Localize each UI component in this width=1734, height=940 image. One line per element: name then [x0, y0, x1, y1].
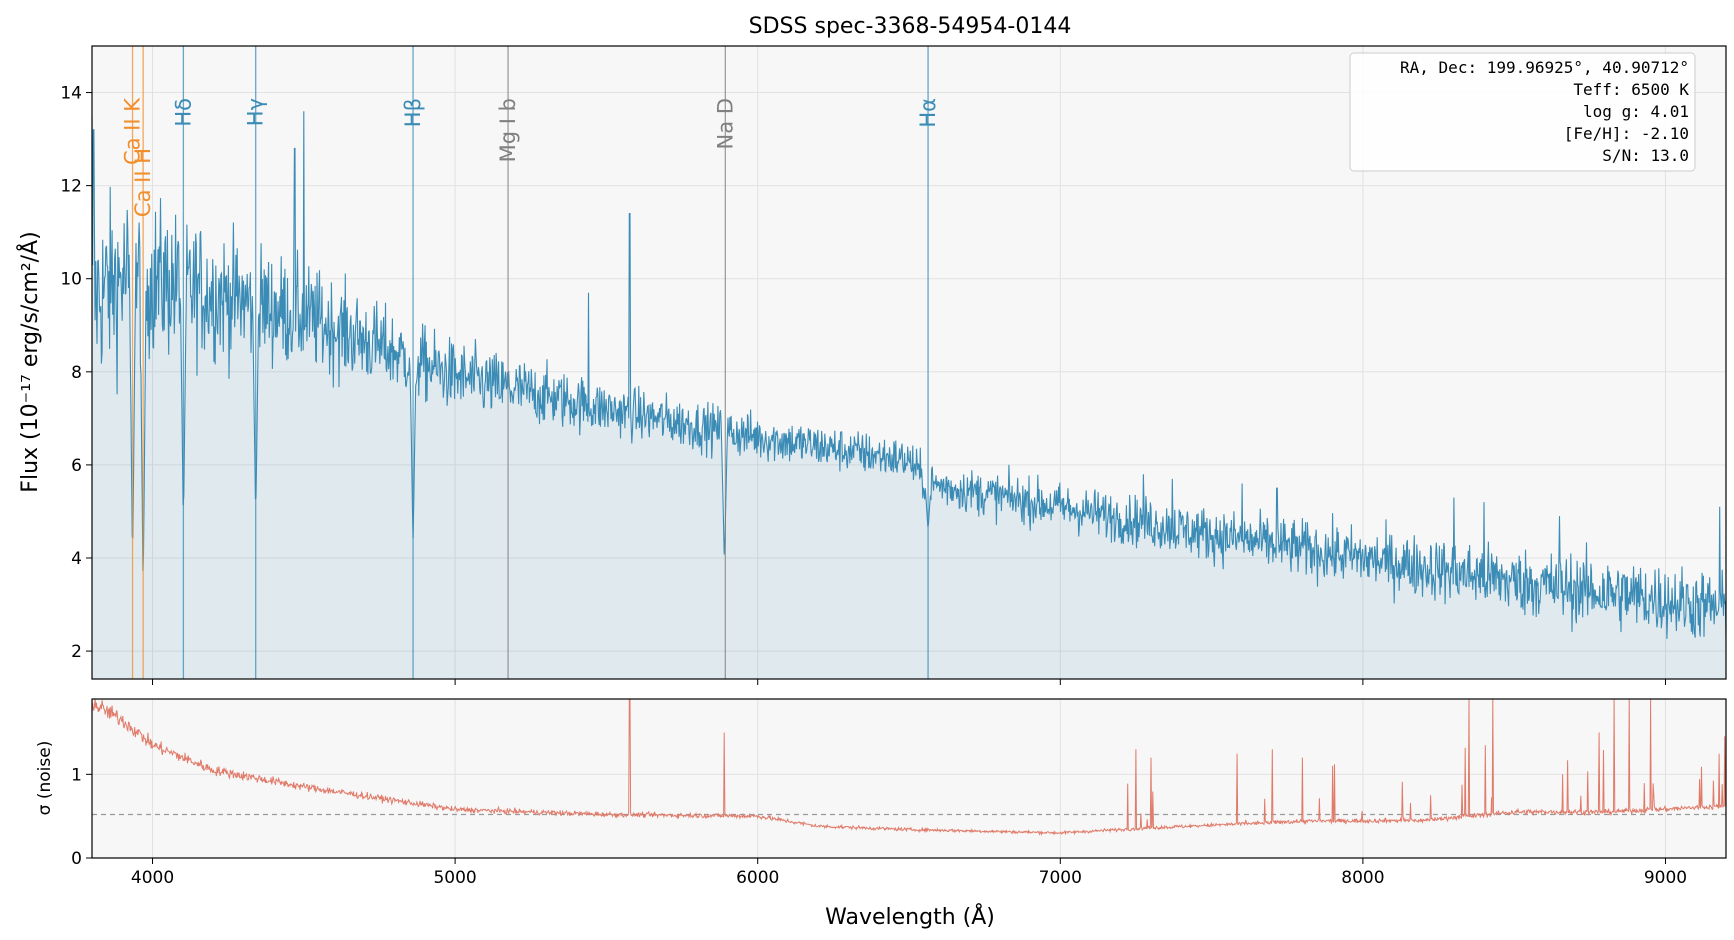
flux-fill: [92, 111, 1726, 679]
top-ytick-label: 2: [71, 642, 82, 662]
flux-line: [91, 111, 1727, 641]
bottom-ytick-label: 1: [71, 765, 82, 785]
bottom-ytick-label: 0: [71, 849, 82, 869]
bottom-panel-frame: [91, 698, 1727, 859]
spectral-line-label: Na D: [713, 98, 737, 149]
spectral-line-label: Hγ: [244, 98, 268, 126]
flux-axis-label: Flux (10⁻¹⁷ erg/s/cm²/Å): [16, 231, 43, 492]
bottom-xtick-label: 4000: [131, 868, 174, 888]
noise-line: [91, 698, 1727, 836]
wavelength-axis-label: Wavelength (Å): [825, 903, 995, 930]
top-ytick-label: 10: [60, 270, 82, 290]
spectral-line-label: Hβ: [401, 98, 425, 127]
noise-axis-label: σ (noise): [35, 741, 55, 816]
bottom-xtick-label: 7000: [1039, 868, 1082, 888]
top-ytick-label: 6: [71, 456, 82, 476]
info-box-line: [Fe/H]: -2.10: [1564, 124, 1689, 143]
top-ytick-label: 4: [71, 549, 82, 569]
spectral-line-label: Mg I b: [496, 98, 520, 162]
spectral-line-label: Ca II H: [131, 148, 155, 217]
top-ytick-label: 12: [60, 177, 82, 197]
info-box-line: log g: 4.01: [1583, 102, 1689, 121]
spectral-line-label: Ca II K: [121, 97, 145, 165]
chart-title: SDSS spec-3368-54954-0144: [749, 14, 1072, 39]
spectral-line-label: Hα: [916, 98, 940, 128]
bottom-xtick-label: 9000: [1644, 868, 1687, 888]
top-ytick-label: 8: [71, 363, 82, 383]
info-box: [1349, 52, 1696, 172]
top-ytick-label: 14: [60, 84, 82, 104]
info-box-line: RA, Dec: 199.96925°, 40.90712°: [1400, 58, 1689, 77]
top-panel-frame: [91, 45, 1727, 680]
bottom-xtick-label: 6000: [736, 868, 779, 888]
spectral-line-label: Hδ: [171, 98, 195, 127]
bottom-panel-background: [92, 699, 1726, 858]
bottom-xtick-label: 5000: [433, 868, 476, 888]
info-box-line: Teff: 6500 K: [1573, 80, 1689, 99]
bottom-xtick-label: 8000: [1341, 868, 1384, 888]
info-box-line: S/N: 13.0: [1602, 146, 1689, 165]
